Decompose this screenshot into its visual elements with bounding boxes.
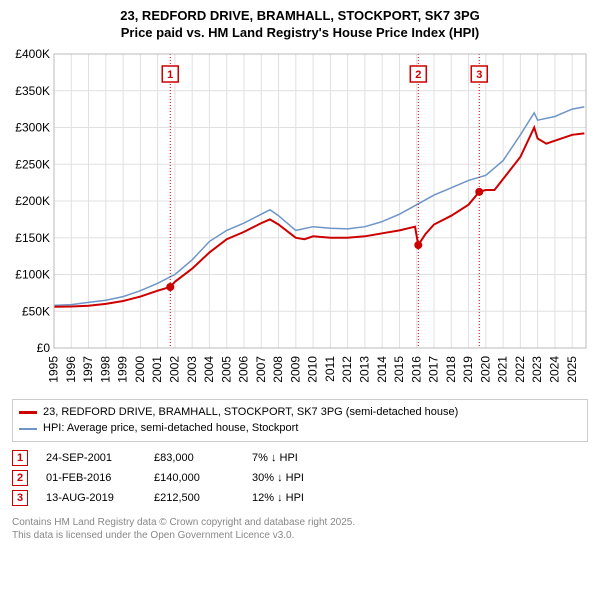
svg-text:1996: 1996 — [64, 355, 78, 382]
svg-text:£350K: £350K — [15, 84, 50, 98]
event-price: £83,000 — [154, 452, 234, 464]
svg-text:£200K: £200K — [15, 194, 50, 208]
event-marker: 3 — [12, 490, 28, 506]
svg-text:2025: 2025 — [565, 355, 579, 382]
svg-text:2003: 2003 — [185, 355, 199, 382]
svg-text:2000: 2000 — [133, 355, 147, 382]
svg-text:2011: 2011 — [323, 355, 337, 381]
event-diff: 12% ↓ HPI — [252, 492, 342, 504]
title-line1: 23, REDFORD DRIVE, BRAMHALL, STOCKPORT, … — [12, 8, 588, 25]
svg-text:2020: 2020 — [478, 355, 492, 382]
legend-blue-swatch — [19, 428, 37, 430]
event-row: 1 24-SEP-2001 £83,000 7% ↓ HPI — [12, 448, 588, 468]
chart-title: 23, REDFORD DRIVE, BRAMHALL, STOCKPORT, … — [12, 8, 588, 42]
svg-text:£0: £0 — [37, 341, 51, 355]
svg-text:2018: 2018 — [444, 355, 458, 382]
svg-text:1997: 1997 — [81, 355, 95, 382]
svg-text:2023: 2023 — [530, 355, 544, 382]
svg-text:£100K: £100K — [15, 267, 50, 281]
legend-blue-row: HPI: Average price, semi-detached house,… — [19, 420, 581, 437]
svg-text:2008: 2008 — [271, 355, 285, 382]
svg-text:£300K: £300K — [15, 120, 50, 134]
event-diff: 7% ↓ HPI — [252, 452, 342, 464]
svg-text:£50K: £50K — [22, 304, 50, 318]
footer: Contains HM Land Registry data © Crown c… — [12, 516, 588, 542]
event-date: 01-FEB-2016 — [46, 472, 136, 484]
svg-text:2006: 2006 — [237, 355, 251, 382]
svg-text:2005: 2005 — [219, 355, 233, 382]
svg-text:£250K: £250K — [15, 157, 50, 171]
svg-text:2007: 2007 — [254, 355, 268, 382]
svg-text:1: 1 — [167, 69, 173, 81]
svg-text:2: 2 — [415, 69, 421, 81]
svg-text:1995: 1995 — [47, 355, 61, 382]
event-price: £212,500 — [154, 492, 234, 504]
svg-text:2019: 2019 — [461, 355, 475, 382]
legend-red-row: 23, REDFORD DRIVE, BRAMHALL, STOCKPORT, … — [19, 404, 581, 421]
svg-text:2001: 2001 — [150, 355, 164, 382]
chart: £0 £50K £100K £150K £200K £250K £300K £350K £400… — [12, 48, 588, 393]
svg-text:2024: 2024 — [548, 355, 562, 382]
event-row: 3 13-AUG-2019 £212,500 12% ↓ HPI — [12, 488, 588, 508]
svg-text:£400K: £400K — [15, 48, 50, 61]
svg-text:2017: 2017 — [427, 355, 441, 382]
legend-red-swatch — [19, 411, 37, 414]
svg-text:2016: 2016 — [409, 355, 423, 382]
svg-text:2002: 2002 — [168, 355, 182, 382]
footer-line1: Contains HM Land Registry data © Crown c… — [12, 516, 588, 529]
event-diff: 30% ↓ HPI — [252, 472, 342, 484]
legend-red-label: 23, REDFORD DRIVE, BRAMHALL, STOCKPORT, … — [43, 404, 458, 421]
title-line2: Price paid vs. HM Land Registry's House … — [12, 25, 588, 42]
svg-text:2012: 2012 — [340, 355, 354, 382]
event-marker: 2 — [12, 470, 28, 486]
svg-text:£150K: £150K — [15, 231, 50, 245]
event-price: £140,000 — [154, 472, 234, 484]
svg-text:2022: 2022 — [513, 355, 527, 382]
svg-text:1999: 1999 — [116, 355, 130, 382]
svg-text:2009: 2009 — [288, 355, 302, 382]
legend: 23, REDFORD DRIVE, BRAMHALL, STOCKPORT, … — [12, 399, 588, 442]
svg-text:2014: 2014 — [375, 355, 389, 382]
event-date: 13-AUG-2019 — [46, 492, 136, 504]
svg-text:2021: 2021 — [496, 355, 510, 382]
event-table: 1 24-SEP-2001 £83,000 7% ↓ HPI 2 01-FEB-2016 £… — [12, 448, 588, 508]
chart-svg: £0 £50K £100K £150K £200K £250K £300K £350K £400… — [12, 48, 588, 393]
svg-text:2004: 2004 — [202, 355, 216, 382]
svg-text:2010: 2010 — [306, 355, 320, 382]
svg-text:1998: 1998 — [98, 355, 112, 382]
svg-text:2015: 2015 — [392, 355, 406, 382]
event-date: 24-SEP-2001 — [46, 452, 136, 464]
legend-blue-label: HPI: Average price, semi-detached house,… — [43, 420, 298, 437]
footer-line2: This data is licensed under the Open Gov… — [12, 529, 588, 542]
svg-text:2013: 2013 — [358, 355, 372, 382]
event-marker: 1 — [12, 450, 28, 466]
svg-text:3: 3 — [476, 69, 482, 81]
event-row: 2 01-FEB-2016 £140,000 30% ↓ HPI — [12, 468, 588, 488]
